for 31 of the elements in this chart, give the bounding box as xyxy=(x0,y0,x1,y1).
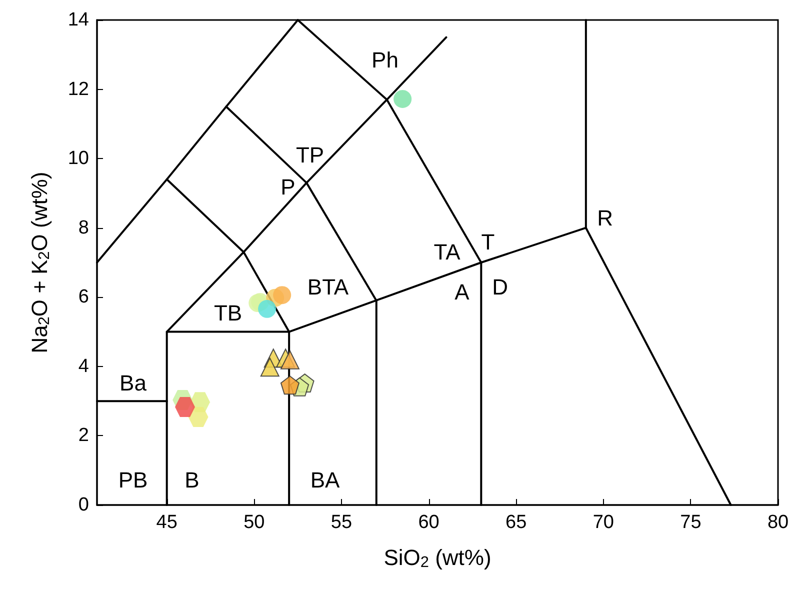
y-tick-label: 12 xyxy=(68,78,89,100)
annotation: TB xyxy=(214,300,242,326)
annotation: A xyxy=(454,280,470,304)
annotation: BTA xyxy=(307,274,349,300)
annotation: BA xyxy=(310,468,340,492)
x-tick-label: 55 xyxy=(330,512,352,533)
y-tick-label: 4 xyxy=(78,356,90,377)
annotation: Ba xyxy=(120,370,148,396)
x-tick-label: 80 xyxy=(767,512,789,533)
annotation: PB xyxy=(118,468,148,492)
annotation: TA xyxy=(434,240,461,264)
annotation: T xyxy=(481,230,495,254)
annotation: B xyxy=(184,468,200,492)
y-tick-label: 10 xyxy=(68,148,89,170)
x-tick-label: 50 xyxy=(244,512,265,533)
annotation: D xyxy=(492,274,508,300)
annotation: TP xyxy=(296,142,324,168)
x-tick-label: 70 xyxy=(592,512,614,533)
y-tick-label: 0 xyxy=(78,494,89,516)
x-tick-label: 75 xyxy=(680,512,702,533)
x-tick-label: 45 xyxy=(156,512,178,533)
annotation: P xyxy=(280,174,296,200)
y-tick-label: 8 xyxy=(78,217,89,238)
y-tick-label: 6 xyxy=(78,286,89,308)
x-tick-label: 65 xyxy=(506,512,527,533)
y-tick-label: 2 xyxy=(78,425,89,446)
annotation: R xyxy=(597,206,613,230)
x-tick-label: 60 xyxy=(418,512,440,533)
y-axis-title: Na2O + K2O (wt%) xyxy=(27,172,53,354)
y-tick-label: 14 xyxy=(68,10,90,30)
annotation: Ph xyxy=(372,48,398,72)
